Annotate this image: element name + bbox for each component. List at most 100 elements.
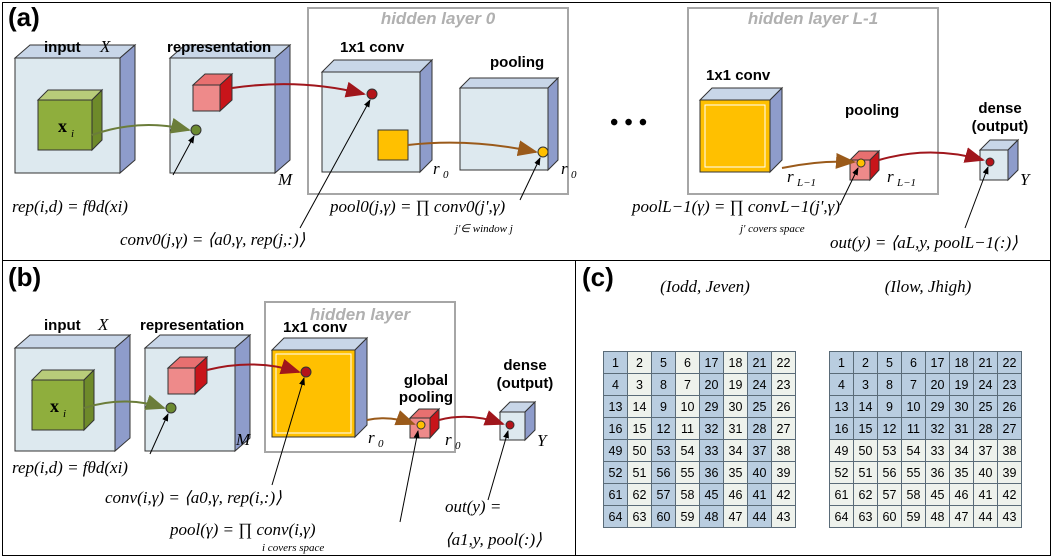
grid-cell: 36 bbox=[925, 461, 950, 484]
grid-cell: 56 bbox=[651, 461, 676, 484]
repr-label-b: representation bbox=[140, 317, 244, 334]
grid-cell: 20 bbox=[699, 373, 724, 396]
grid-cell: 12 bbox=[877, 417, 902, 440]
grid-cell: 27 bbox=[997, 417, 1022, 440]
grid-row: 64 63 60 59 48 47 44 43 bbox=[603, 505, 796, 528]
grid-cell: 62 bbox=[627, 483, 652, 506]
grid-cell: 9 bbox=[877, 395, 902, 418]
svg-text:L−1: L−1 bbox=[796, 177, 816, 189]
grid-row: 4 3 8 7 20 19 24 23 bbox=[603, 373, 796, 396]
grid-cell: 52 bbox=[603, 461, 628, 484]
grid-cell: 29 bbox=[925, 395, 950, 418]
grid-cell: 6 bbox=[675, 351, 700, 374]
conv2-label-a: 1x1 conv bbox=[706, 67, 771, 84]
grid-cell: 5 bbox=[877, 351, 902, 374]
grid-cell: 19 bbox=[949, 373, 974, 396]
grid-cell: 33 bbox=[699, 439, 724, 462]
hidden-layer-0-box bbox=[307, 7, 569, 195]
grid-cell: 42 bbox=[771, 483, 796, 506]
grid-cell: 10 bbox=[675, 395, 700, 418]
grid-cell: 21 bbox=[973, 351, 998, 374]
grid-cell: 22 bbox=[771, 351, 796, 374]
grid-row: 52 51 56 55 36 35 40 39 bbox=[603, 461, 796, 484]
input-cube-b bbox=[13, 333, 132, 453]
pool-cube-a bbox=[458, 76, 560, 172]
grid-cell: 25 bbox=[973, 395, 998, 418]
grid-cell: 2 bbox=[853, 351, 878, 374]
grid-cell: 8 bbox=[877, 373, 902, 396]
grid-cell: 47 bbox=[949, 505, 974, 528]
grid-cell: 23 bbox=[997, 373, 1022, 396]
grid-cell: 38 bbox=[997, 439, 1022, 462]
grid-cell: 39 bbox=[771, 461, 796, 484]
grid-cell: 60 bbox=[651, 505, 676, 528]
svg-text:L−1: L−1 bbox=[896, 177, 916, 189]
grid-cell: 35 bbox=[723, 461, 748, 484]
grid-cell: 8 bbox=[651, 373, 676, 396]
ellipsis-dots: • • • bbox=[610, 110, 647, 136]
out-formula2-b: ⟨a1,y, pool(:)⟩ bbox=[445, 530, 542, 549]
grid-cell: 6 bbox=[901, 351, 926, 374]
grid-cell: 4 bbox=[603, 373, 628, 396]
grid-cell: 41 bbox=[973, 483, 998, 506]
r0-b1: r bbox=[368, 428, 375, 447]
pool-label-a: pooling bbox=[490, 54, 544, 71]
grid-cell: 45 bbox=[925, 483, 950, 506]
M-a: M bbox=[277, 170, 293, 189]
grid-cell: 24 bbox=[973, 373, 998, 396]
grid-cell: 49 bbox=[829, 439, 854, 462]
grid-cell: 31 bbox=[949, 417, 974, 440]
grid-cell: 54 bbox=[675, 439, 700, 462]
grid-cell: 63 bbox=[627, 505, 652, 528]
grid-row: 49 50 53 54 33 34 37 38 bbox=[603, 439, 796, 462]
conv-cube-b bbox=[270, 336, 369, 439]
grid-cell: 57 bbox=[651, 483, 676, 506]
dense-label2-a: (output) bbox=[972, 118, 1029, 135]
grid-cell: 45 bbox=[699, 483, 724, 506]
grid-row: 61 62 57 58 45 46 41 42 bbox=[829, 483, 1022, 506]
grid-cell: 15 bbox=[853, 417, 878, 440]
grid-cell: 40 bbox=[973, 461, 998, 484]
grid-cell: 49 bbox=[603, 439, 628, 462]
out-formula-a: out(y) = ⟨aL,y, poolL−1(:)⟩ bbox=[830, 233, 1018, 252]
grid-cell: 3 bbox=[853, 373, 878, 396]
grid-cell: 48 bbox=[699, 505, 724, 528]
hidden-layer-L1-title: hidden layer L-1 bbox=[748, 9, 878, 28]
rep-formula-b: rep(i,d) = fθd(xi) bbox=[12, 458, 128, 477]
grid-cell: 7 bbox=[675, 373, 700, 396]
M-b: M bbox=[235, 430, 251, 449]
conv-label-b: 1x1 conv bbox=[283, 319, 348, 336]
grid-cell: 53 bbox=[651, 439, 676, 462]
representation-cube-a bbox=[168, 43, 292, 175]
grid-cell: 41 bbox=[747, 483, 772, 506]
grid-cell: 47 bbox=[723, 505, 748, 528]
grid-row: 13 14 9 10 29 30 25 26 bbox=[829, 395, 1022, 418]
grid-cell: 2 bbox=[627, 351, 652, 374]
r0-b2: r bbox=[445, 430, 452, 449]
r0-a2: r bbox=[561, 159, 568, 178]
input-var-a: X bbox=[99, 37, 111, 56]
svg-text:0: 0 bbox=[378, 438, 384, 450]
grid-cell: 9 bbox=[651, 395, 676, 418]
grid-cell: 26 bbox=[771, 395, 796, 418]
representation-cube-b bbox=[143, 333, 252, 453]
conv-label-a: 1x1 conv bbox=[340, 39, 405, 56]
pool-formula-a: pool0(j,γ) = ∏ conv0(j',γ) bbox=[329, 197, 505, 216]
grid-cell: 50 bbox=[627, 439, 652, 462]
grid-cell: 44 bbox=[747, 505, 772, 528]
grid-cell: 51 bbox=[853, 461, 878, 484]
grid-cell: 55 bbox=[901, 461, 926, 484]
grid-cell: 54 bbox=[901, 439, 926, 462]
hidden-layer-title-b: hidden layer bbox=[310, 305, 412, 324]
repr-label-a: representation bbox=[167, 39, 271, 56]
hidden-layer-L1-box bbox=[687, 7, 939, 195]
grid-cell: 4 bbox=[829, 373, 854, 396]
conv-formula-a: conv0(j,γ) = ⟨a0,γ, rep(j,:)⟩ bbox=[120, 230, 306, 249]
grid-row: 16 15 12 11 32 31 28 27 bbox=[829, 417, 1022, 440]
grid-cell: 17 bbox=[925, 351, 950, 374]
grid-cell: 57 bbox=[877, 483, 902, 506]
grid-cell: 29 bbox=[699, 395, 724, 418]
input-label-a: input bbox=[44, 39, 81, 56]
grid-cell: 26 bbox=[997, 395, 1022, 418]
